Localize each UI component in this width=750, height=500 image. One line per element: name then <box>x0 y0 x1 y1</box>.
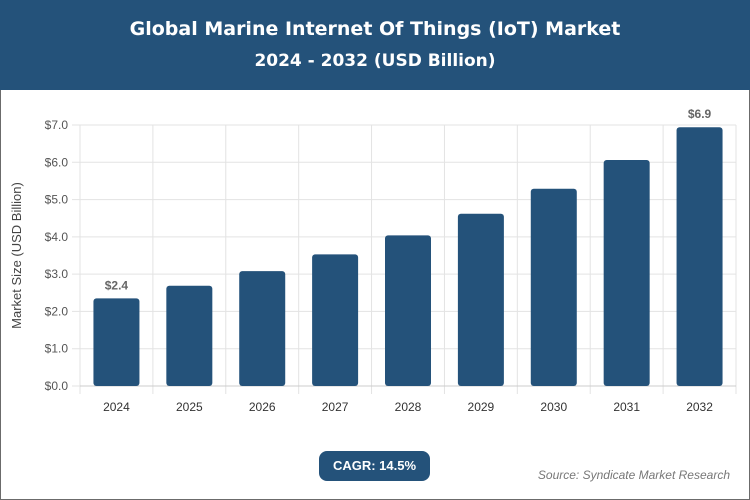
x-tick-label: 2027 <box>322 400 349 414</box>
y-tick-label: $6.0 <box>45 155 69 169</box>
x-tick-label: 2025 <box>176 400 203 414</box>
chart-subtitle: 2024 - 2032 (USD Billion) <box>254 51 496 71</box>
x-tick-label: 2029 <box>468 400 495 414</box>
x-tick-label: 2031 <box>613 400 640 414</box>
bar-2026 <box>239 271 286 386</box>
data-label-2024: $2.4 <box>105 278 129 292</box>
bar-2024 <box>93 298 140 386</box>
y-tick-label: $5.0 <box>45 193 69 207</box>
y-tick-label: $7.0 <box>45 118 69 132</box>
y-tick-label: $0.0 <box>45 379 69 393</box>
bar-2029 <box>457 213 504 386</box>
bar-2028 <box>385 235 431 386</box>
y-tick-label: $3.0 <box>45 267 69 281</box>
source-note: Source: Syndicate Market Research <box>537 468 730 482</box>
x-tick-label: 2030 <box>540 400 567 414</box>
x-tick-label: 2026 <box>249 400 276 414</box>
bar-2032 <box>676 127 723 386</box>
data-label-2032: $6.9 <box>688 107 712 121</box>
y-axis-title: Market Size (USD Billion) <box>9 182 24 329</box>
chart-header: Global Marine Internet Of Things (IoT) M… <box>0 0 750 90</box>
bar-2031 <box>603 160 650 386</box>
chart-title: Global Marine Internet Of Things (IoT) M… <box>129 18 621 40</box>
bar-2030 <box>530 188 577 386</box>
x-tick-label: 2032 <box>686 400 713 414</box>
x-tick-label: 2024 <box>103 400 130 414</box>
y-tick-label: $4.0 <box>45 230 69 244</box>
y-tick-label: $2.0 <box>45 304 69 318</box>
bar-2027 <box>312 254 359 386</box>
bar-2025 <box>166 285 213 386</box>
x-tick-label: 2028 <box>395 400 422 414</box>
y-tick-label: $1.0 <box>45 342 69 356</box>
cagr-badge: CAGR: 14.5% <box>319 451 430 481</box>
